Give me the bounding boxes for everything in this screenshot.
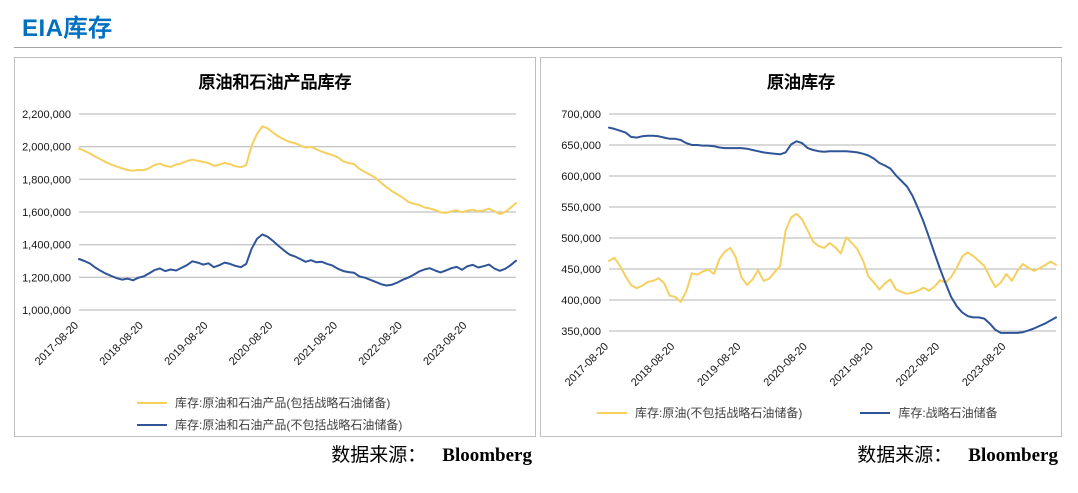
source-label: 数据来源： — [857, 445, 953, 466]
source-note-right: 数据来源： Bloomberg — [540, 440, 1062, 467]
source-value: Bloomberg — [968, 445, 1058, 466]
legend-label: 库存:原油(不包括战略石油储备) — [635, 406, 803, 420]
x-axis-tick-label: 2019-08-20 — [695, 341, 743, 389]
legend-item: 库存:原油和石油产品(不包括战略石油储备) — [137, 416, 535, 433]
x-axis-tick-label: 2023-08-20 — [960, 341, 1008, 389]
legend-item: 库存:战略石油储备 — [860, 404, 998, 421]
title-divider — [14, 47, 1062, 48]
y-axis-tick-label: 550,000 — [561, 202, 601, 214]
x-axis-tick-label: 2018-08-20 — [98, 320, 146, 368]
chart-panel-crude-and-products: 原油和石油产品库存 2,200,000 2,000,000 1,800,000 1,6… — [14, 57, 536, 437]
y-axis-tick-label: 1,400,000 — [22, 240, 71, 252]
chart-panel-crude: 原油库存 700,000 650,000 600,000 550,000 500,000… — [540, 57, 1062, 437]
y-axis-tick-label: 450,000 — [561, 264, 601, 276]
series-line-1-1 — [608, 126, 1057, 334]
legend-line-swatch — [597, 411, 627, 414]
legend-label: 库存:战略石油储备 — [898, 406, 998, 420]
x-axis-tick-label: 2017-08-20 — [33, 320, 81, 368]
line-chart-crude-and-products: 2,200,000 2,000,000 1,800,000 1,600,000 1,40… — [22, 109, 517, 368]
line-chart-crude: 700,000 650,000 600,000 550,000 500,000 450,0… — [561, 109, 1057, 389]
y-axis-tick-label: 1,200,000 — [22, 272, 71, 284]
legend-line-swatch — [860, 411, 891, 414]
series-line-0-1 — [78, 233, 517, 287]
chart-panels: 原油和石油产品库存 2,200,000 2,000,000 1,800,000 1,6… — [14, 57, 1062, 437]
chart-legend: 库存:原油和石油产品(包括战略石油储备) 库存:原油和石油产品(不包括战略石油储备… — [15, 394, 535, 433]
y-axis-tick-label: 600,000 — [561, 171, 601, 183]
y-axis-tick-label: 400,000 — [561, 295, 601, 307]
series-line-0-0 — [78, 125, 517, 215]
x-axis-tick-label: 2020-08-20 — [227, 320, 275, 368]
chart-legend: 库存:原油(不包括战略石油储备) 库存:战略石油储备 — [541, 404, 1061, 421]
legend-line-swatch — [137, 423, 167, 426]
source-note-left: 数据来源： Bloomberg — [14, 440, 536, 467]
x-axis-tick-label: 2018-08-20 — [629, 341, 677, 389]
source-notes: 数据来源： Bloomberg 数据来源： Bloomberg — [14, 440, 1062, 467]
chart-title: 原油和石油产品库存 — [198, 73, 352, 92]
x-axis-tick-label: 2019-08-20 — [162, 320, 210, 368]
x-axis-tick-label: 2022-08-20 — [357, 320, 405, 368]
legend-label: 库存:原油和石油产品(不包括战略石油储备) — [175, 418, 403, 432]
x-axis-tick-label: 2020-08-20 — [762, 341, 810, 389]
y-axis-tick-label: 1,800,000 — [22, 174, 71, 186]
source-label: 数据来源： — [331, 445, 427, 466]
legend-item: 库存:原油(不包括战略石油储备) — [597, 404, 802, 421]
x-axis-tick-label: 2017-08-20 — [563, 341, 611, 389]
page-title: EIA库存 — [22, 15, 113, 42]
y-axis-tick-label: 2,000,000 — [22, 142, 71, 154]
legend-item: 库存:原油和石油产品(包括战略石油储备) — [137, 394, 535, 411]
y-axis-tick-label: 1,000,000 — [22, 305, 71, 317]
y-axis-tick-label: 650,000 — [561, 140, 601, 152]
series-line-1-0 — [608, 212, 1057, 303]
y-axis-tick-label: 500,000 — [561, 233, 601, 245]
x-axis-tick-label: 2021-08-20 — [292, 320, 340, 368]
x-axis-tick-label: 2023-08-20 — [421, 320, 469, 368]
source-value: Bloomberg — [442, 445, 532, 466]
legend-label: 库存:原油和石油产品(包括战略石油储备) — [175, 396, 391, 410]
y-axis-tick-label: 1,600,000 — [22, 207, 71, 219]
x-axis-tick-label: 2021-08-20 — [828, 341, 876, 389]
y-axis-tick-label: 2,200,000 — [22, 109, 71, 121]
x-axis-tick-label: 2022-08-20 — [894, 341, 942, 389]
chart-title: 原油库存 — [767, 73, 835, 92]
legend-line-swatch — [137, 401, 167, 404]
y-axis-tick-label: 700,000 — [561, 109, 601, 121]
y-axis-tick-label: 350,000 — [561, 326, 601, 338]
